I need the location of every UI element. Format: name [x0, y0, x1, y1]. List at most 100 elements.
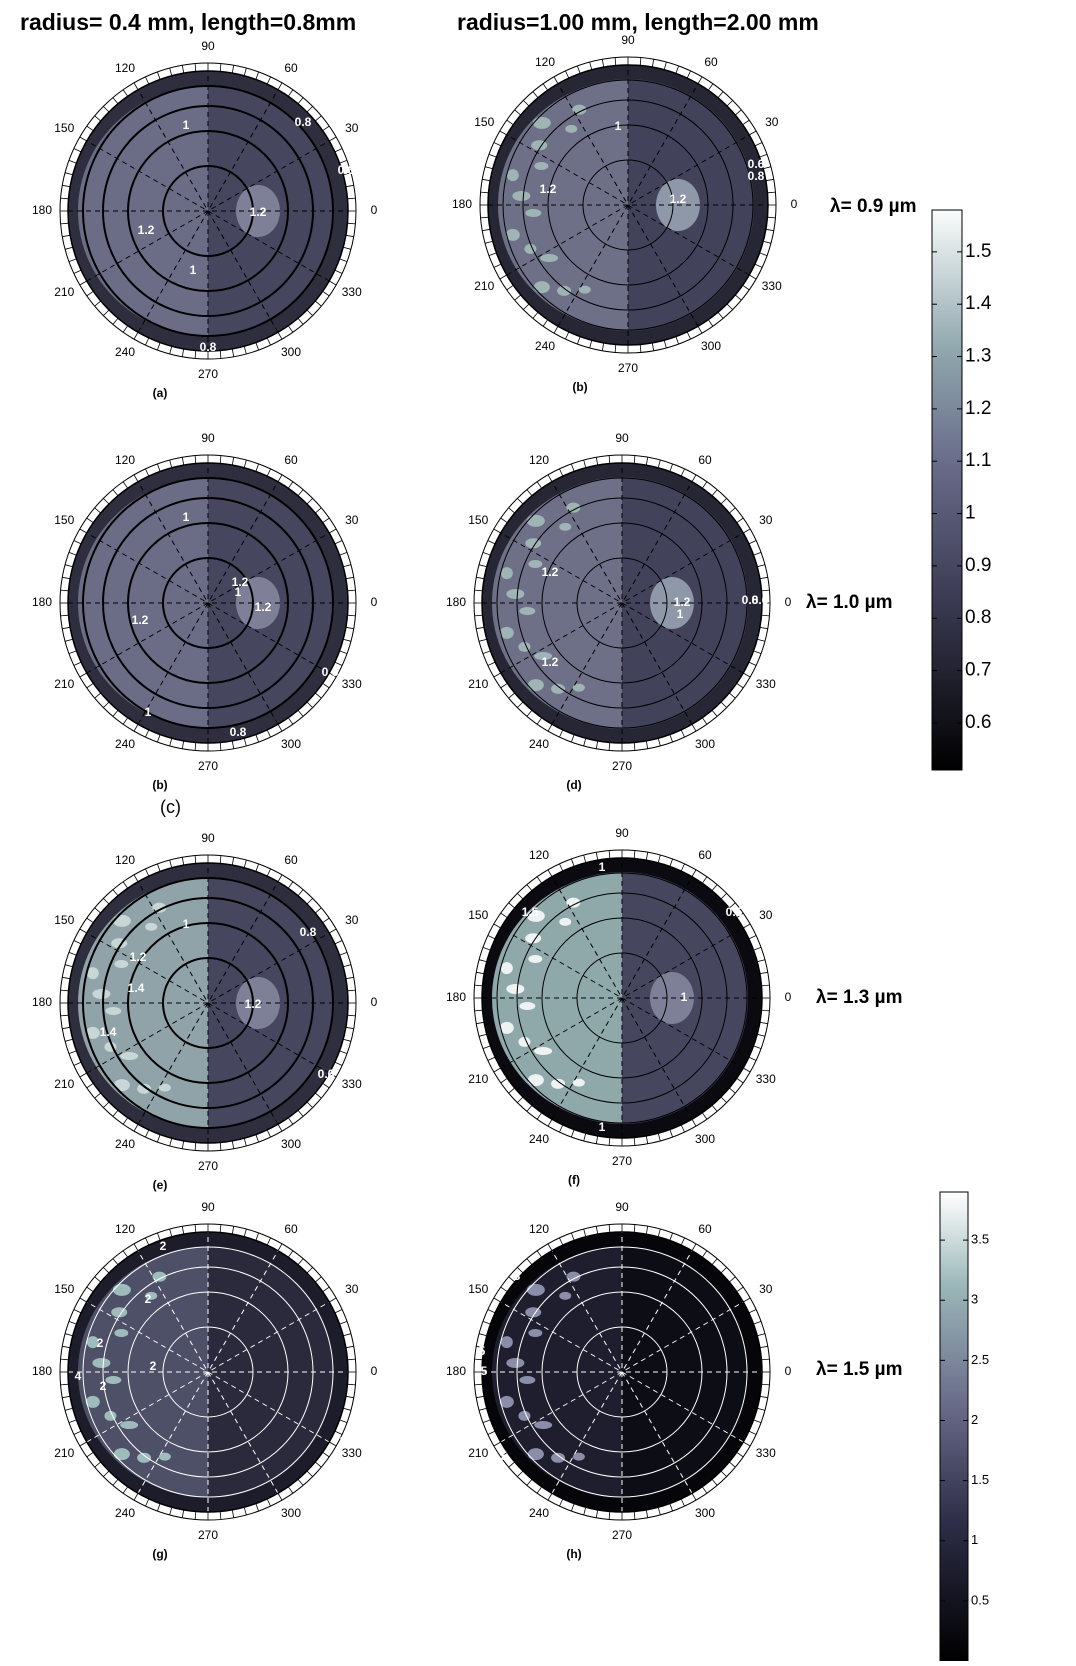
spoke	[500, 532, 744, 674]
angle-tick	[753, 650, 762, 654]
angle-tick	[64, 564, 73, 568]
angle-tick	[297, 1478, 304, 1486]
angle-label: 90	[201, 39, 215, 53]
angle-tick	[334, 269, 343, 274]
panel-label: (f)	[568, 1173, 580, 1187]
angle-tick	[487, 1430, 496, 1435]
angle-tick	[343, 1407, 352, 1411]
contour-label: 2	[100, 1379, 107, 1393]
speckle	[559, 1291, 572, 1300]
angle-label: 0	[791, 197, 798, 211]
angle-tick	[493, 1441, 501, 1447]
angle-tick	[322, 290, 330, 297]
angle-label: 60	[698, 453, 712, 467]
speckle	[551, 1078, 566, 1089]
angle-tick	[734, 294, 742, 301]
angle-tick	[306, 898, 313, 905]
angle-tick	[112, 709, 119, 717]
angle-tick	[743, 1441, 751, 1447]
spoke	[86, 532, 330, 674]
colorbar	[931, 209, 963, 771]
angle-tick	[595, 1135, 599, 1144]
angle-tick	[306, 1267, 313, 1274]
colorbar-tick-label: 0.8	[965, 607, 991, 628]
speckle	[152, 1271, 167, 1282]
angle-label: 330	[342, 1077, 362, 1091]
angle-label: 300	[281, 1506, 301, 1520]
angle-tick	[480, 191, 489, 194]
polar-panel: 0 30 60 90 120 150 180 210 240 270 300 330 1 0.60.8 1.…	[452, 33, 798, 394]
speckle	[114, 1329, 129, 1338]
angle-tick	[728, 902, 736, 909]
angle-tick	[329, 280, 337, 286]
contour-label: 1	[190, 263, 197, 277]
angle-tick	[122, 89, 129, 97]
angle-label: 180	[446, 990, 466, 1004]
angle-label: 210	[474, 279, 494, 293]
angle-label: 150	[54, 513, 74, 527]
contour-label: 1.2	[138, 223, 155, 237]
angle-tick	[60, 589, 69, 592]
contour-label: 2	[145, 1292, 152, 1306]
angle-label: 0	[371, 1364, 378, 1378]
angle-tick	[506, 284, 514, 291]
speckle	[534, 1047, 553, 1056]
angle-tick	[500, 1077, 508, 1084]
contour-label: 1.2	[540, 182, 557, 196]
colorbar-tick-label: 1	[965, 503, 976, 524]
angle-tick	[547, 869, 553, 877]
angle-tick	[347, 989, 356, 992]
angle-tick	[94, 300, 102, 307]
angle-tick	[343, 1038, 352, 1042]
angle-tick	[194, 1224, 197, 1233]
speckle	[499, 1395, 514, 1408]
angle-tick	[669, 1232, 673, 1241]
speckle	[158, 1083, 171, 1092]
angle-tick	[145, 1129, 150, 1138]
colorbar-tick-label: 0.5	[971, 1592, 989, 1607]
angle-tick	[287, 1486, 294, 1494]
angle-tick	[112, 889, 119, 897]
speckle	[506, 169, 519, 182]
angle-label: 150	[474, 115, 494, 129]
angle-tick	[181, 348, 185, 357]
angle-tick	[334, 1061, 343, 1066]
angle-tick	[157, 863, 161, 872]
angle-tick	[663, 340, 667, 349]
angle-tick	[314, 907, 322, 914]
angle-tick	[759, 1021, 768, 1025]
angle-tick	[329, 928, 337, 934]
angle-label: 0	[371, 203, 378, 217]
angle-label: 210	[54, 1077, 74, 1091]
angle-tick	[701, 1112, 708, 1120]
angle-tick	[759, 1345, 768, 1349]
speckle	[113, 1448, 130, 1461]
angle-tick	[639, 344, 642, 353]
speckle	[137, 1083, 152, 1094]
angle-tick	[608, 742, 611, 751]
angle-tick	[243, 1228, 247, 1237]
angle-tick	[306, 309, 313, 316]
angle-tick	[639, 57, 642, 66]
angle-tick	[754, 142, 763, 147]
angle-tick	[559, 863, 564, 872]
speckle	[533, 281, 550, 294]
angle-tick	[748, 540, 757, 545]
angle-tick	[314, 1276, 322, 1283]
speckle	[527, 679, 544, 692]
angle-tick	[476, 971, 485, 975]
angle-tick	[62, 234, 71, 238]
angle-tick	[523, 100, 530, 107]
angle-tick	[343, 246, 352, 250]
contour-label: 1	[677, 607, 684, 621]
angle-tick	[266, 468, 271, 477]
angle-tick	[231, 457, 235, 466]
angle-tick	[482, 1419, 491, 1423]
spoke	[500, 927, 744, 1069]
angle-tick	[73, 940, 82, 945]
angle-tick	[334, 1309, 343, 1314]
speckle	[557, 285, 572, 296]
angle-tick	[633, 1224, 636, 1233]
angle-label: 120	[115, 61, 135, 75]
